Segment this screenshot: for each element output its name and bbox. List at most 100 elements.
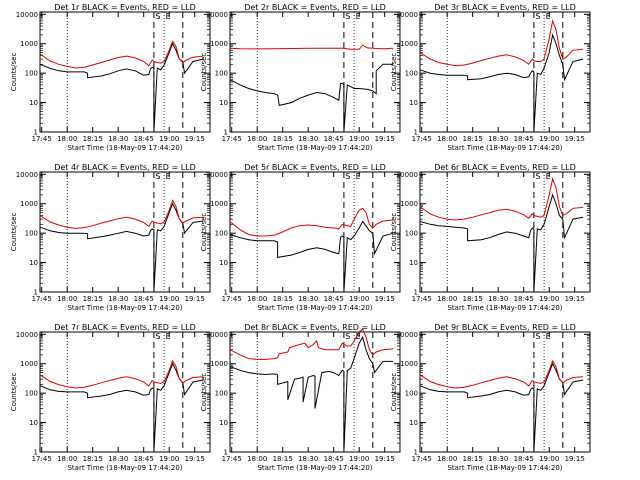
- x-tick-label: 19:00: [539, 135, 559, 143]
- y-axis-label: Counts/sec: [390, 213, 398, 252]
- events-series-line: [229, 335, 394, 453]
- y-tick-label: 10000: [206, 331, 228, 339]
- y-axis-label: Counts/sec: [10, 53, 18, 92]
- x-tick-label: 19:15: [565, 455, 585, 463]
- y-tick-label: 1: [34, 129, 38, 137]
- y-tick-label: 1000: [20, 360, 38, 368]
- marker-label-e: E: [166, 12, 171, 21]
- detector-panel-8: Det 8r BLACK = Events, RED = LLD 1 10 100 10…: [200, 323, 401, 472]
- events-series-line: [39, 362, 204, 453]
- y-tick-label: 100: [25, 70, 38, 78]
- y-tick-label: 1000: [210, 360, 228, 368]
- x-tick-label: 18:30: [108, 295, 128, 303]
- x-tick-label: 18:15: [463, 295, 483, 303]
- marker-label-s: S: [345, 332, 350, 341]
- detector-panel-5: Det 5r BLACK = Events, RED = LLD 1 10 100 10…: [200, 163, 401, 312]
- y-tick-label: 1: [34, 289, 38, 297]
- y-tick-label: 10: [219, 259, 228, 267]
- x-tick-label: 19:00: [159, 295, 179, 303]
- plot-frame: [419, 171, 591, 293]
- lld-series-line: [419, 359, 584, 389]
- y-tick-label: 10: [29, 259, 38, 267]
- x-tick-label: 17:45: [222, 295, 242, 303]
- x-tick-label: 19:15: [375, 135, 395, 143]
- detector-panel-4: Det 4r BLACK = Events, RED = LLD 1 10 100 10…: [10, 163, 211, 312]
- lld-series-line: [39, 359, 204, 389]
- y-tick-label: 10000: [206, 11, 228, 19]
- y-axis-label: Counts/sec: [10, 373, 18, 412]
- y-axis-label: Counts/sec: [200, 213, 208, 252]
- x-tick-label: 17:45: [222, 455, 242, 463]
- y-tick-label: 1: [414, 289, 418, 297]
- x-tick-label: 19:00: [349, 455, 369, 463]
- events-series-line: [229, 63, 394, 133]
- x-tick-label: 18:00: [437, 135, 457, 143]
- detector-panel-6: Det 6r BLACK = Events, RED = LLD 1 10 100 10…: [390, 163, 591, 312]
- y-tick-label: 1: [224, 449, 228, 457]
- events-series-line: [229, 220, 394, 293]
- y-tick-label: 10000: [206, 171, 228, 179]
- events-series-line: [419, 362, 584, 453]
- y-tick-label: 1000: [210, 40, 228, 48]
- x-tick-label: 18:15: [463, 455, 483, 463]
- panel-title: Det 6r BLACK = Events, RED = LLD: [434, 163, 576, 172]
- y-tick-label: 100: [215, 390, 228, 398]
- marker-label-e: E: [356, 172, 361, 181]
- plot-frame: [39, 11, 211, 133]
- y-axis-label: Counts/sec: [390, 373, 398, 412]
- y-tick-label: 1000: [210, 200, 228, 208]
- x-axis-label: Start Time (18-May-09 17:44:20): [257, 304, 372, 312]
- lld-series-line: [229, 328, 394, 360]
- lld-series-line: [419, 19, 584, 67]
- plot-frame: [229, 11, 401, 133]
- y-tick-label: 10000: [16, 171, 38, 179]
- plot-frame: [229, 171, 401, 293]
- x-tick-label: 18:30: [298, 135, 318, 143]
- x-tick-label: 17:45: [32, 295, 52, 303]
- y-tick-label: 1: [414, 449, 418, 457]
- x-tick-label: 18:45: [514, 135, 534, 143]
- y-tick-label: 1: [414, 129, 418, 137]
- x-tick-label: 19:15: [185, 455, 205, 463]
- marker-label-e: E: [546, 12, 551, 21]
- x-tick-label: 18:00: [57, 135, 77, 143]
- x-tick-label: 18:45: [324, 455, 344, 463]
- x-tick-label: 19:15: [565, 295, 585, 303]
- lld-series-line: [39, 199, 204, 229]
- marker-label-s: S: [155, 172, 160, 181]
- x-tick-label: 18:15: [83, 135, 103, 143]
- marker-label-s: S: [345, 172, 350, 181]
- y-tick-label: 10000: [396, 331, 418, 339]
- x-tick-label: 18:00: [247, 455, 267, 463]
- detector-panel-7: Det 7r BLACK = Events, RED = LLD 1 10 100 10…: [10, 323, 211, 472]
- panel-title: Det 9r BLACK = Events, RED = LLD: [434, 323, 576, 332]
- x-axis-label: Start Time (18-May-09 17:44:20): [447, 304, 562, 312]
- y-tick-label: 1000: [20, 40, 38, 48]
- marker-label-s: S: [345, 12, 350, 21]
- plot-frame: [419, 11, 591, 133]
- x-tick-label: 19:15: [375, 295, 395, 303]
- plot-frame: [39, 331, 211, 453]
- detector-panel-1: Det 1r BLACK = Events, RED = LLD 1 10 100 10…: [10, 3, 211, 152]
- y-tick-label: 100: [215, 70, 228, 78]
- x-tick-label: 18:00: [437, 295, 457, 303]
- detector-panel-9: Det 9r BLACK = Events, RED = LLD 1 10 100 10…: [390, 323, 591, 472]
- x-tick-label: 18:00: [247, 135, 267, 143]
- detector-panel-3: Det 3r BLACK = Events, RED = LLD 1 10 100 10…: [390, 3, 591, 152]
- x-axis-label: Start Time (18-May-09 17:44:20): [67, 304, 182, 312]
- x-tick-label: 17:45: [412, 295, 432, 303]
- x-tick-label: 19:15: [565, 135, 585, 143]
- y-axis-label: Counts/sec: [390, 53, 398, 92]
- y-tick-label: 10: [29, 419, 38, 427]
- x-tick-label: 18:30: [108, 135, 128, 143]
- marker-label-s: S: [535, 172, 540, 181]
- y-tick-label: 100: [25, 390, 38, 398]
- plot-frame: [229, 331, 401, 453]
- y-tick-label: 10000: [396, 11, 418, 19]
- y-tick-label: 10000: [16, 331, 38, 339]
- x-tick-label: 19:00: [349, 295, 369, 303]
- x-tick-label: 18:45: [134, 135, 154, 143]
- marker-label-e: E: [166, 332, 171, 341]
- x-axis-label: Start Time (18-May-09 17:44:20): [257, 464, 372, 472]
- y-tick-label: 100: [405, 230, 418, 238]
